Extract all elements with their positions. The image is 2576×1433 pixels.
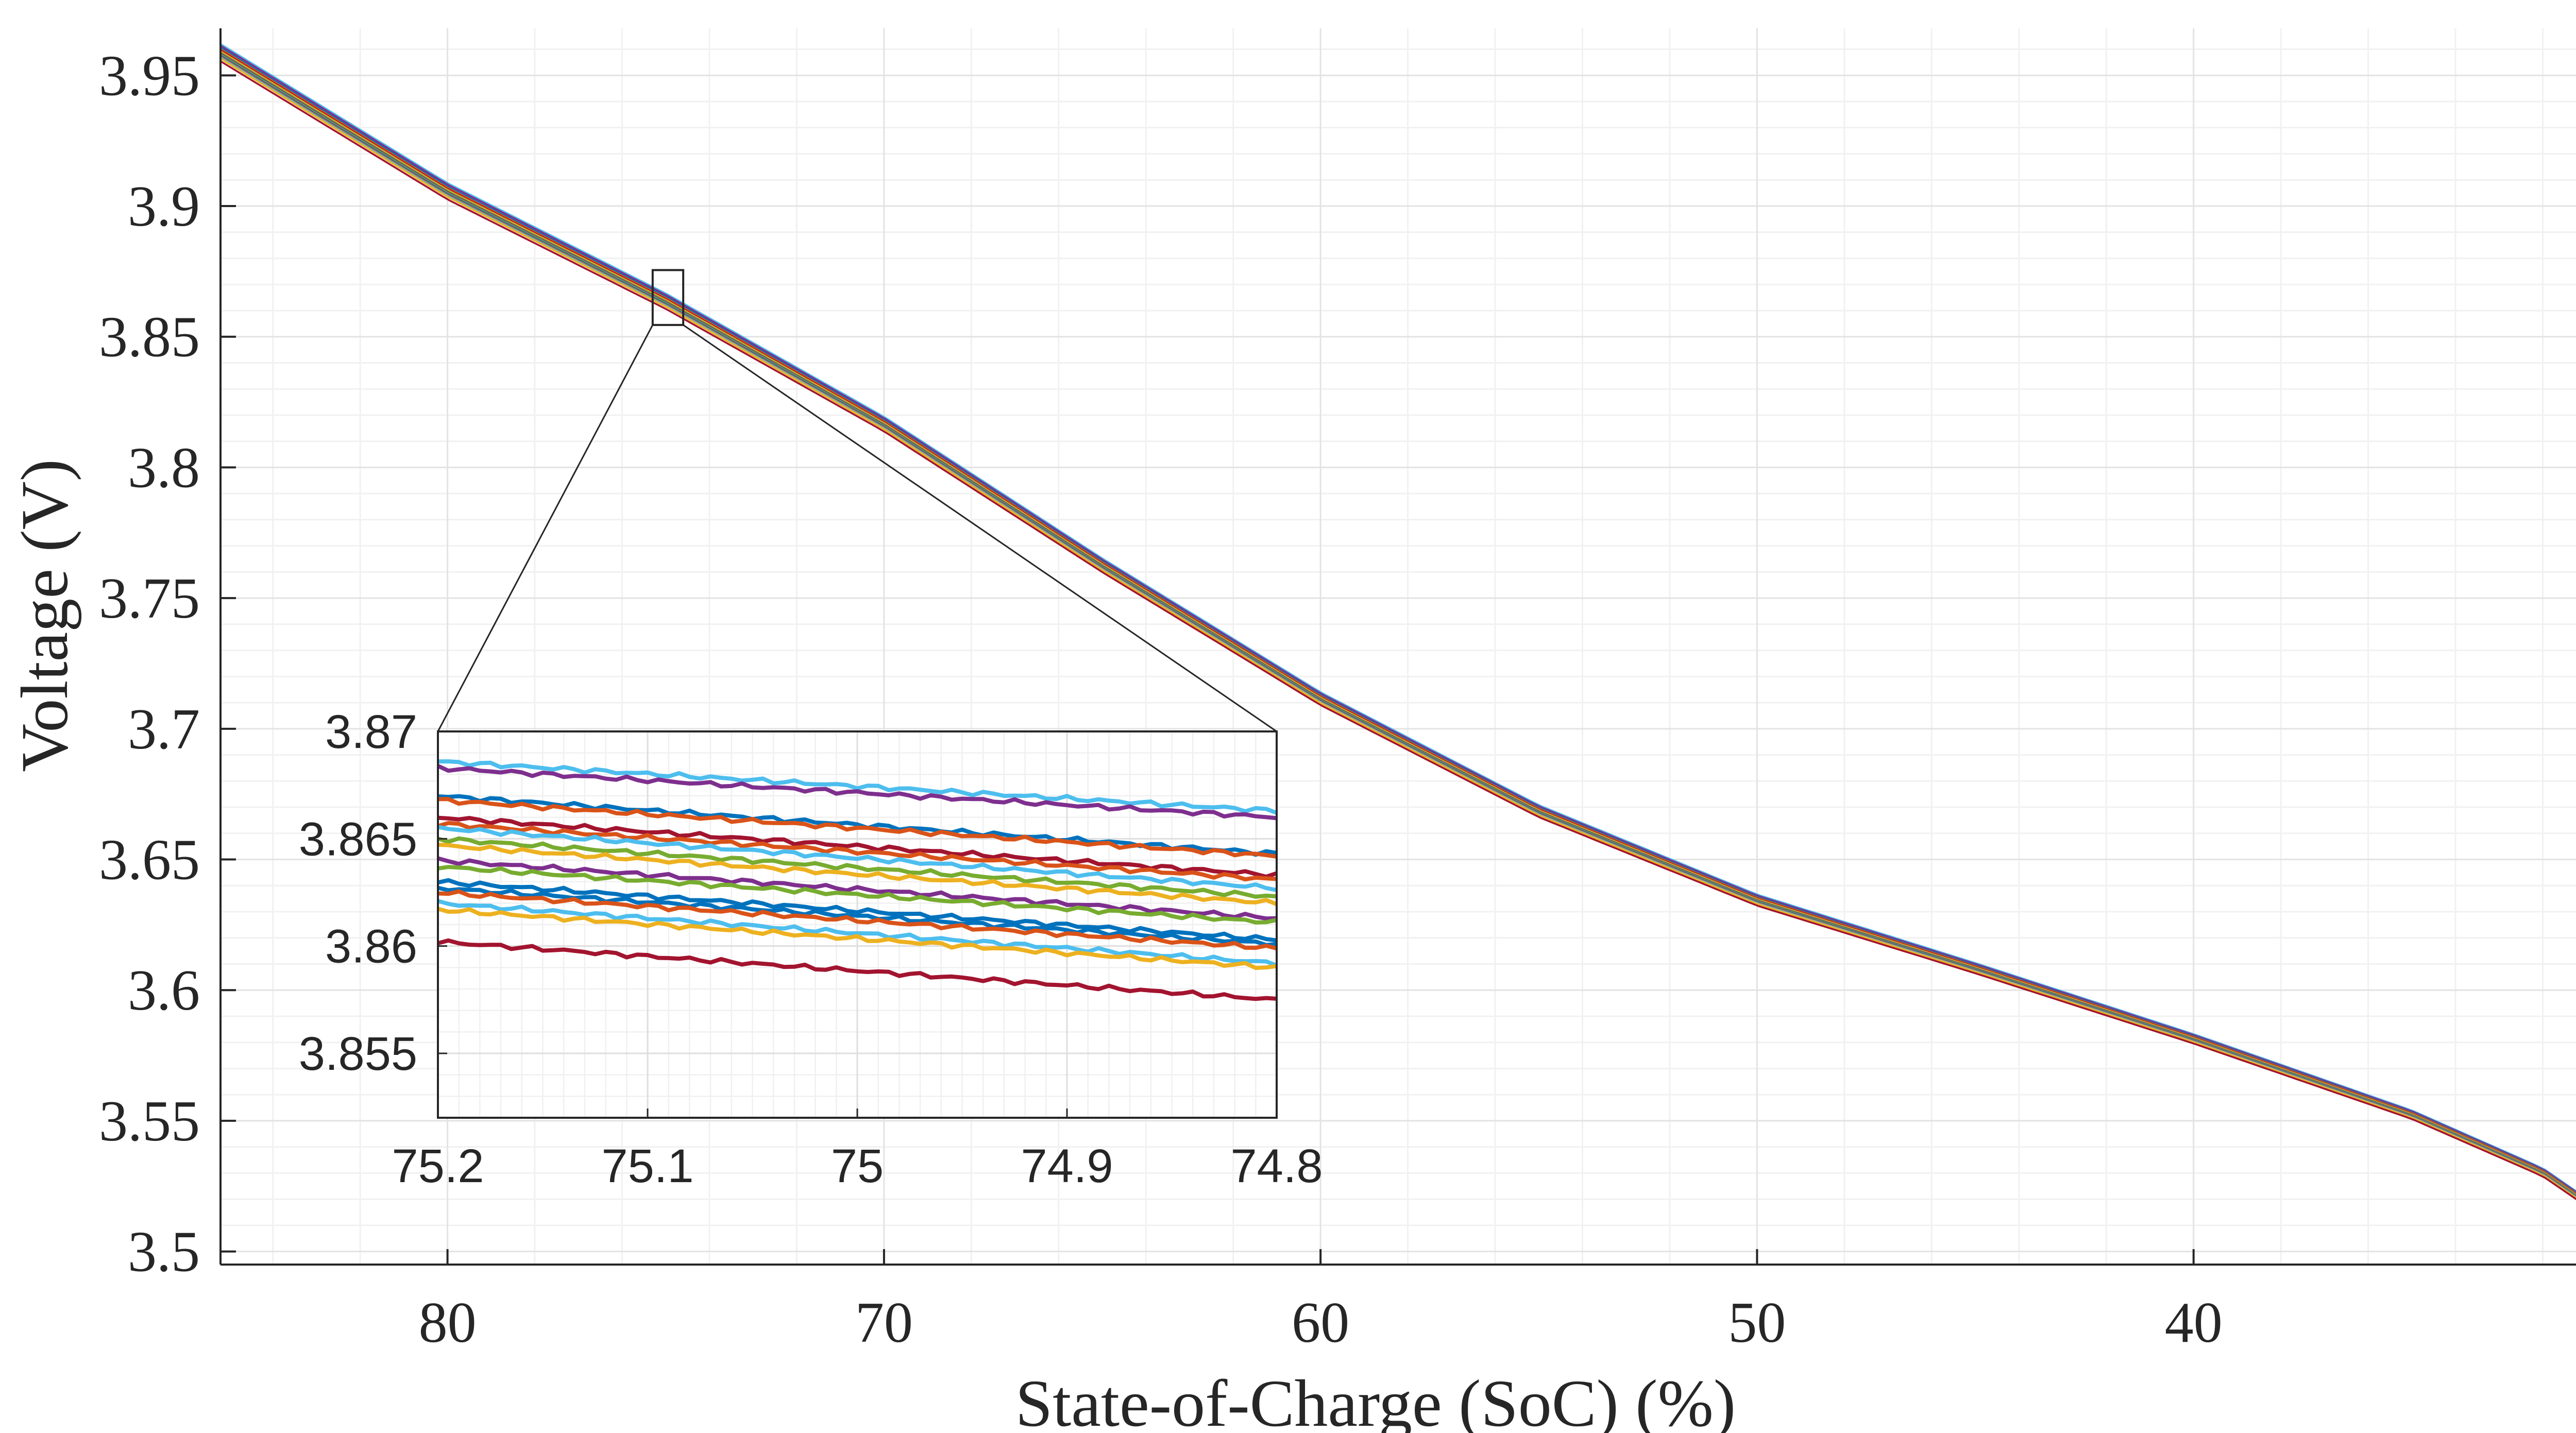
inset-x-tick-label: 75.1 [601, 1140, 693, 1192]
main-y-tick-label: 3.95 [99, 44, 200, 108]
inset-y-tick-label: 3.86 [325, 920, 417, 973]
inset-series-line-8 [437, 836, 1277, 899]
main-x-tick-label: 80 [419, 1291, 477, 1355]
inset-series-line-14 [437, 889, 1277, 951]
main-x-tick-label: 70 [855, 1291, 913, 1355]
main-x-tick-labels: 807060504030 [419, 1291, 2223, 1355]
zoom-connector-right [683, 324, 1277, 732]
main-y-tick-label: 3.85 [99, 305, 200, 369]
main-axes [219, 28, 2576, 1266]
main-x-tick-label: 60 [1292, 1291, 1349, 1355]
main-x-tick-label: 50 [1728, 1291, 1786, 1355]
inset-plot: 3.855 3.86 3.865 3.87 75.2 75.1 75 74.9 74.8 [299, 706, 1323, 1192]
y-axis-label: Voltage (V) [8, 459, 82, 772]
main-y-tick-label: 3.8 [128, 436, 200, 500]
main-series-line-14 [220, 60, 2576, 1201]
main-y-tick-label: 3.7 [128, 697, 200, 761]
inset-series-line-1 [437, 759, 1278, 815]
main-series-group [220, 43, 2576, 1201]
inset-x-tick-label: 75.2 [392, 1140, 484, 1192]
inset-series-line-16 [437, 907, 1277, 970]
inset-series-line-12 [437, 878, 1277, 943]
main-y-tick-label: 3.9 [128, 175, 200, 238]
inset-series-line-7 [437, 825, 1277, 892]
inset-x-tick-label: 74.9 [1021, 1140, 1113, 1192]
inset-series-line-4 [437, 797, 1277, 859]
inset-series-line-11 [437, 865, 1277, 925]
main-y-tick-label: 3.5 [128, 1220, 200, 1284]
inset-series-line-9 [437, 843, 1278, 907]
main-y-tick-label: 3.55 [99, 1089, 200, 1153]
zoom-box [651, 269, 685, 326]
main-y-tick-label: 3.75 [99, 567, 200, 630]
zoom-indicator [437, 269, 1277, 732]
inset-y-tick-label: 3.87 [325, 706, 417, 758]
inset-series-line-13 [437, 885, 1277, 947]
inset-series-line-17 [437, 938, 1277, 1001]
inset-series-line-15 [437, 899, 1278, 968]
inset-y-tick-label: 3.855 [299, 1028, 417, 1080]
inset-series-line-5 [437, 815, 1278, 879]
main-y-tick-label: 3.65 [99, 828, 200, 892]
main-y-tick-labels: 3.5 3.55 3.6 3.65 3.7 3.75 3.8 3.85 3.9 3.95 [99, 44, 200, 1284]
main-x-tick-label: 40 [2165, 1291, 2223, 1355]
main-series-line-2 [220, 45, 2576, 1193]
main-y-tick-label: 3.6 [128, 959, 200, 1022]
inset-series-line-10 [437, 856, 1277, 921]
zoom-connector-left [437, 325, 654, 732]
x-axis-label: State-of-Charge (SoC) (%) [1015, 1367, 1736, 1433]
inset-x-tick-label: 75 [831, 1140, 884, 1192]
main-series-line-13 [220, 58, 2576, 1199]
inset-y-tick-label: 3.865 [299, 813, 417, 865]
inset-series-line-2 [437, 764, 1277, 821]
inset-x-tick-label: 74.8 [1230, 1140, 1323, 1192]
inset-series-line-6 [437, 821, 1277, 882]
